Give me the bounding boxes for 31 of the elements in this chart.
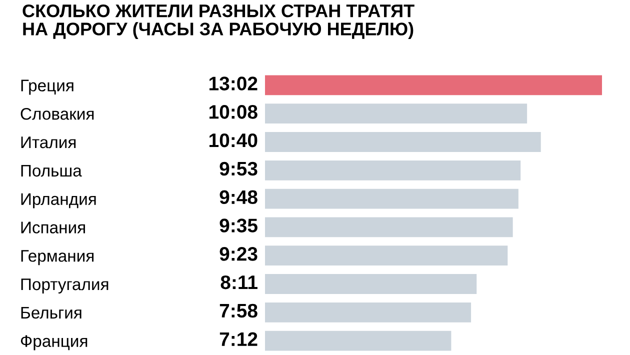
y-tick-label: Ирландия <box>21 193 96 208</box>
bar <box>265 274 477 294</box>
bar <box>265 330 452 351</box>
data-label: 9:35 <box>220 218 258 232</box>
data-label: 9:23 <box>220 247 258 261</box>
chart-title: СКОЛЬКО ЖИТЕЛИ РАЗНЫХ СТРАН ТРАТЯТ НА ДОРОГУ (ЧАСЫ ЗА РАБОЧУЮ НЕДЕЛЮ) <box>22 4 414 39</box>
data-label: 7:58 <box>220 304 258 318</box>
data-label: 9:53 <box>220 162 258 176</box>
data-label: 8:11 <box>220 275 258 290</box>
bar <box>265 188 518 209</box>
data-label: 13:02 <box>210 76 258 90</box>
y-tick-label: Испания <box>21 222 85 234</box>
y-tick-label: Германия <box>21 250 94 266</box>
data-label: 7:12 <box>220 332 258 346</box>
y-tick-label: Польша <box>21 164 82 177</box>
data-label: 10:08 <box>210 105 258 119</box>
bar <box>265 104 528 124</box>
y-tick-label: Португалия <box>21 278 108 294</box>
y-tick-label: Франция <box>20 335 88 350</box>
bar <box>265 160 521 180</box>
bar <box>265 217 513 238</box>
data-label: 10:40 <box>210 133 258 148</box>
bar <box>265 132 541 152</box>
bar <box>265 75 602 96</box>
y-tick-label: Словакия <box>20 108 94 120</box>
bar <box>265 246 508 266</box>
data-label: 9:48 <box>220 190 258 204</box>
y-tick-label: Италия <box>21 136 76 148</box>
y-tick-label: Греция <box>21 80 74 95</box>
bar <box>265 302 472 322</box>
y-tick-label: Бельгия <box>21 306 82 319</box>
